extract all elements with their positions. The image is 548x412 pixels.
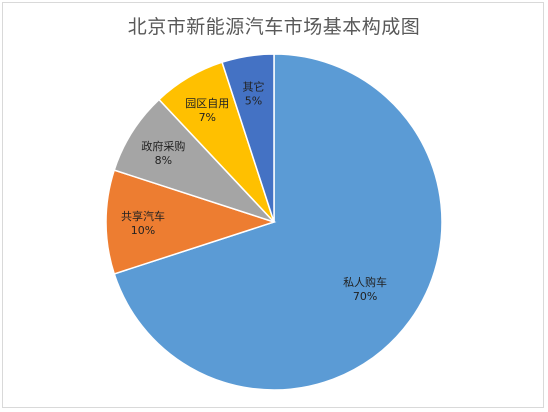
chart-title: 北京市新能源汽车市场基本构成图 — [127, 16, 421, 38]
slice-percent-label: 10% — [131, 224, 155, 237]
slice-category-label: 私人购车 — [343, 275, 387, 289]
pie-slice — [105, 169, 277, 275]
slice-category-label: 其它 — [243, 80, 265, 94]
slice-percent-label: 5% — [245, 95, 262, 108]
slice-category-label: 政府采购 — [141, 139, 185, 153]
slice-percent-label: 7% — [199, 111, 216, 124]
slice-percent-label: 70% — [353, 290, 377, 303]
pie-slice — [113, 53, 443, 391]
slice-percent-label: 8% — [155, 154, 172, 167]
slice-category-label: 共享汽车 — [121, 209, 165, 223]
slice-category-label: 园区自用 — [185, 97, 229, 110]
pie-slice — [221, 53, 275, 223]
pie-slices — [105, 53, 443, 391]
